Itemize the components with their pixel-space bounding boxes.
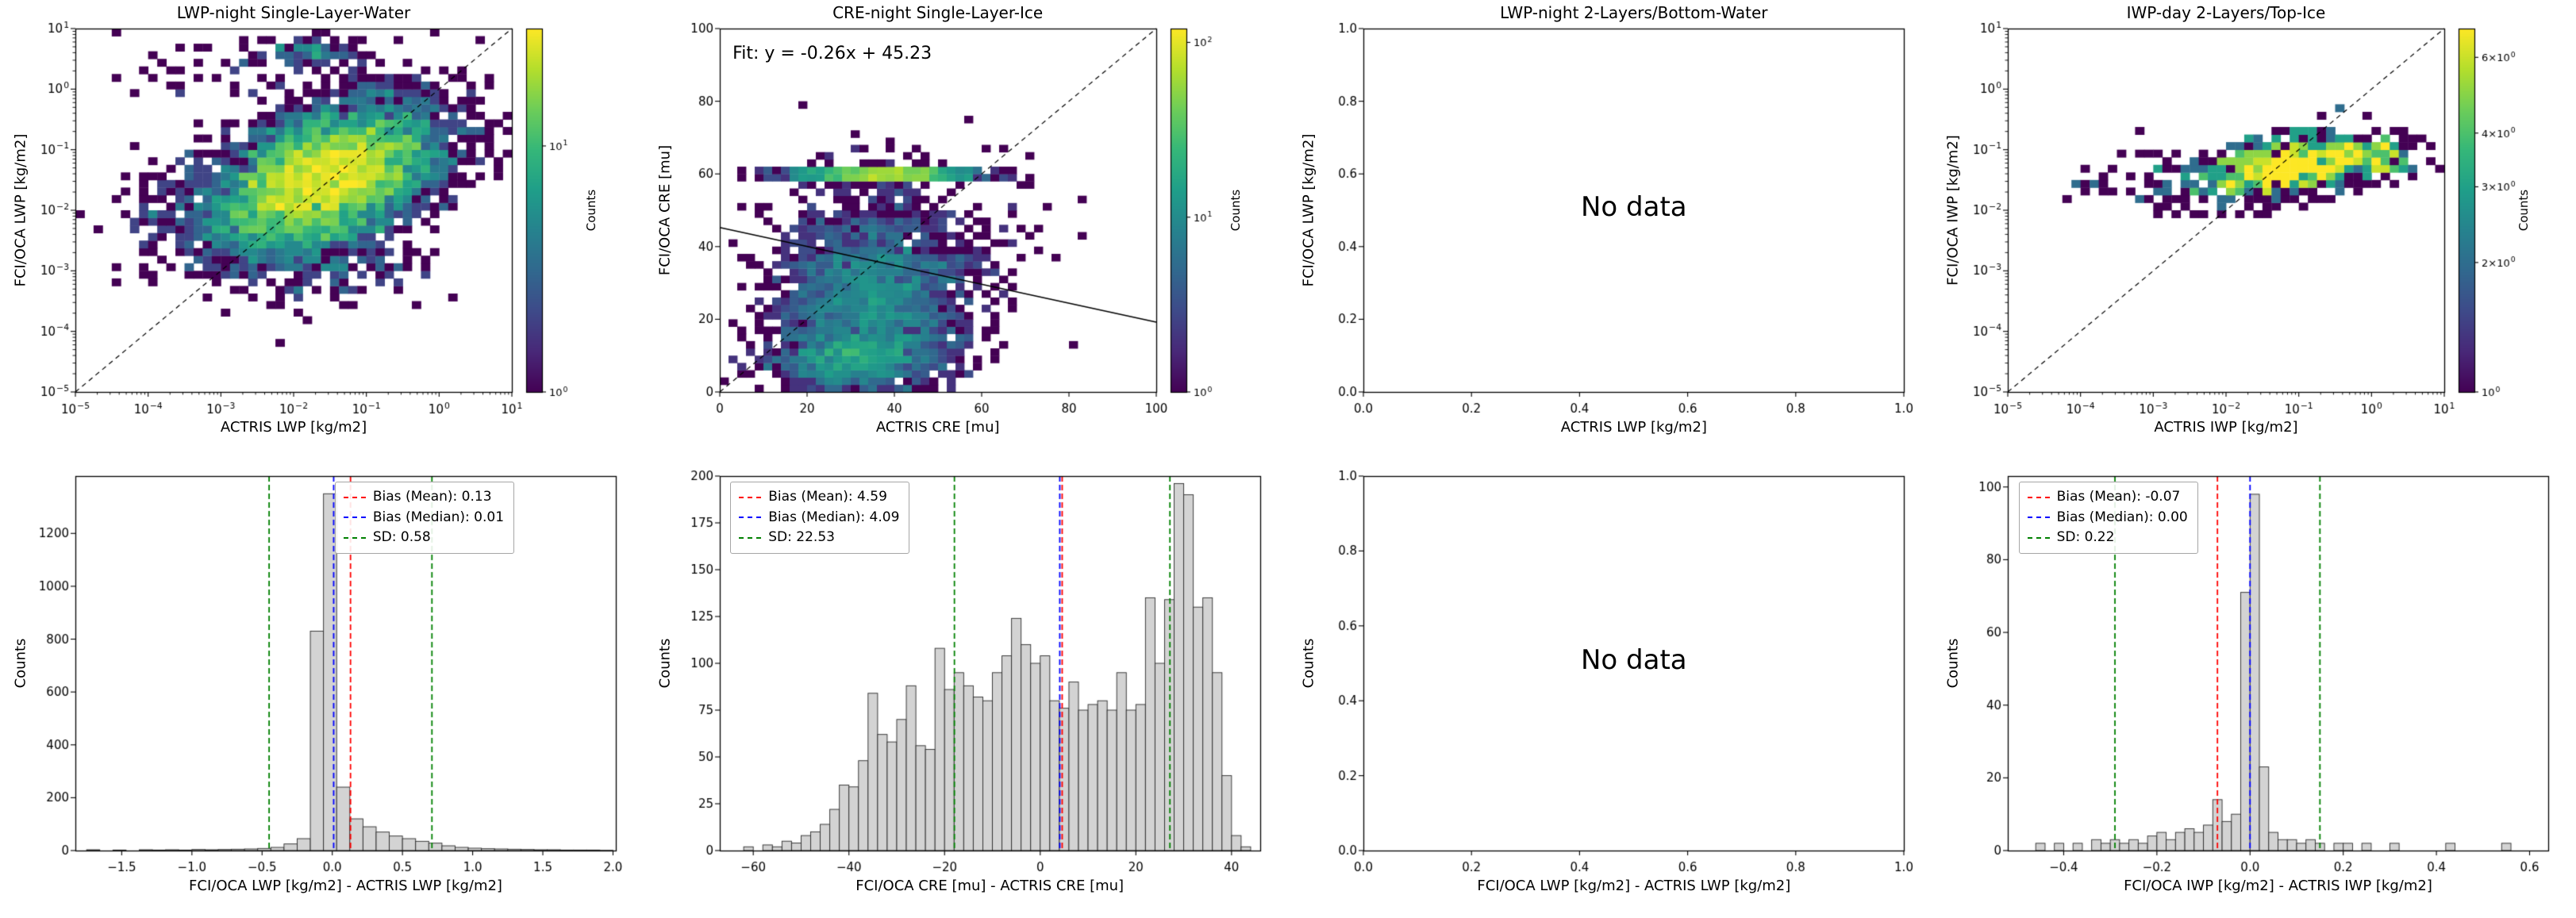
legend-label-mean: Bias (Mean): 4.59 [768,489,887,505]
legend-label-median: Bias (Median): 4.09 [768,509,900,525]
legend-item-bias-median: Bias (Median): 4.09 [739,508,899,528]
subplot-lwp-bias-histogram: FCI/OCA LWP [kg/m2] - ACTRIS LWP [kg/m2]… [0,459,644,917]
legend-item-bias-mean: Bias (Mean): 4.59 [739,487,899,508]
legend-label-mean: Bias (Mean): 0.13 [372,489,492,505]
histogram-canvas-lwp-bias [0,459,644,917]
x-axis-label: FCI/OCA LWP [kg/m2] - ACTRIS LWP [kg/m2] [189,878,502,894]
subplot-lwp-night-single-layer-water: LWP-night Single-Layer-Water ACTRIS LWP … [0,0,644,459]
heatmap-canvas-cre-night [644,0,1288,459]
y-axis-label: FCI/OCA CRE [mu] [656,144,674,276]
no-data-label: No data [1580,644,1687,676]
mean-line-swatch [2027,496,2050,498]
y-axis-label: FCI/OCA LWP [kg/m2] [12,133,29,287]
y-axis-label: Counts [12,638,29,689]
heatmap-canvas-lwp-night [0,0,644,459]
mean-line-swatch [343,496,366,498]
chart-title: IWP-day 2-Layers/Top-Ice [2126,3,2326,22]
median-line-swatch [2027,517,2050,519]
subplot-cre-bias-histogram: FCI/OCA CRE [mu] - ACTRIS CRE [mu] Count… [644,459,1288,917]
colorbar-label: Counts [584,189,598,232]
legend-item-bias-mean: Bias (Mean): -0.07 [2027,487,2188,508]
sd-line-swatch [343,536,366,539]
legend-item-bias-median: Bias (Median): 0.01 [343,508,505,528]
legend-item-sd: SD: 0.58 [343,528,504,548]
sd-line-swatch [739,536,762,539]
x-axis-label: FCI/OCA CRE [mu] - ACTRIS CRE [mu] [855,878,1125,894]
legend-label-mean: Bias (Mean): -0.07 [2056,489,2181,505]
stats-legend: Bias (Mean): 0.13 Bias (Median): 0.01 SD… [334,482,515,554]
no-data-label: No data [1580,191,1687,223]
heatmap-canvas-iwp-day [1932,0,2576,459]
chart-title: CRE-night Single-Layer-Ice [832,3,1044,22]
x-axis-label: FCI/OCA LWP [kg/m2] - ACTRIS LWP [kg/m2] [1477,878,1791,894]
subplot-cre-night-single-layer-ice: CRE-night Single-Layer-Ice ACTRIS CRE [m… [644,0,1288,459]
stats-legend: Bias (Mean): -0.07 Bias (Median): 0.00 S… [2018,482,2198,554]
empty-plot-canvas [1288,459,1932,917]
legend-label-median: Bias (Median): 0.01 [372,509,505,525]
median-line-swatch [739,517,762,519]
x-axis-label: ACTRIS CRE [mu] [875,419,1000,436]
fit-equation-annotation: Fit: y = -0.26x + 45.23 [732,44,932,64]
subplot-iwp-day-2layers-top-ice: IWP-day 2-Layers/Top-Ice ACTRIS IWP [kg/… [1932,0,2576,459]
stats-legend: Bias (Mean): 4.59 Bias (Median): 4.09 SD… [730,482,910,554]
chart-title: LWP-night 2-Layers/Bottom-Water [1500,3,1768,22]
y-axis-label: Counts [656,638,674,689]
empty-plot-canvas [1288,0,1932,459]
y-axis-label: FCI/OCA IWP [kg/m2] [1944,135,1962,286]
x-axis-label: FCI/OCA IWP [kg/m2] - ACTRIS IWP [kg/m2] [2124,878,2432,894]
subplot-lwp-bias-no-data: FCI/OCA LWP [kg/m2] - ACTRIS LWP [kg/m2]… [1288,459,1932,917]
y-axis-label: Counts [1944,638,1962,689]
chart-title: LWP-night Single-Layer-Water [176,3,411,22]
median-line-swatch [343,517,366,519]
y-axis-label: Counts [1300,638,1317,689]
subplot-lwp-night-2layers-bottom-water: LWP-night 2-Layers/Bottom-Water ACTRIS L… [1288,0,1932,459]
legend-item-sd: SD: 22.53 [739,528,899,548]
subplot-iwp-bias-histogram: FCI/OCA IWP [kg/m2] - ACTRIS IWP [kg/m2]… [1932,459,2576,917]
legend-item-bias-median: Bias (Median): 0.00 [2027,508,2188,528]
legend-label-median: Bias (Median): 0.00 [2056,509,2188,525]
y-axis-label: FCI/OCA LWP [kg/m2] [1300,133,1317,287]
legend-label-sd: SD: 22.53 [768,529,835,545]
colorbar-label: Counts [1228,189,1243,232]
legend-item-bias-mean: Bias (Mean): 0.13 [343,487,504,508]
colorbar-label: Counts [2516,189,2531,232]
x-axis-label: ACTRIS LWP [kg/m2] [1560,419,1707,436]
legend-label-sd: SD: 0.22 [2056,529,2115,545]
legend-item-sd: SD: 0.22 [2027,528,2188,548]
legend-label-sd: SD: 0.58 [372,529,431,545]
sd-line-swatch [2027,536,2050,539]
x-axis-label: ACTRIS IWP [kg/m2] [2154,419,2298,436]
x-axis-label: ACTRIS LWP [kg/m2] [220,419,367,436]
mean-line-swatch [739,496,762,498]
